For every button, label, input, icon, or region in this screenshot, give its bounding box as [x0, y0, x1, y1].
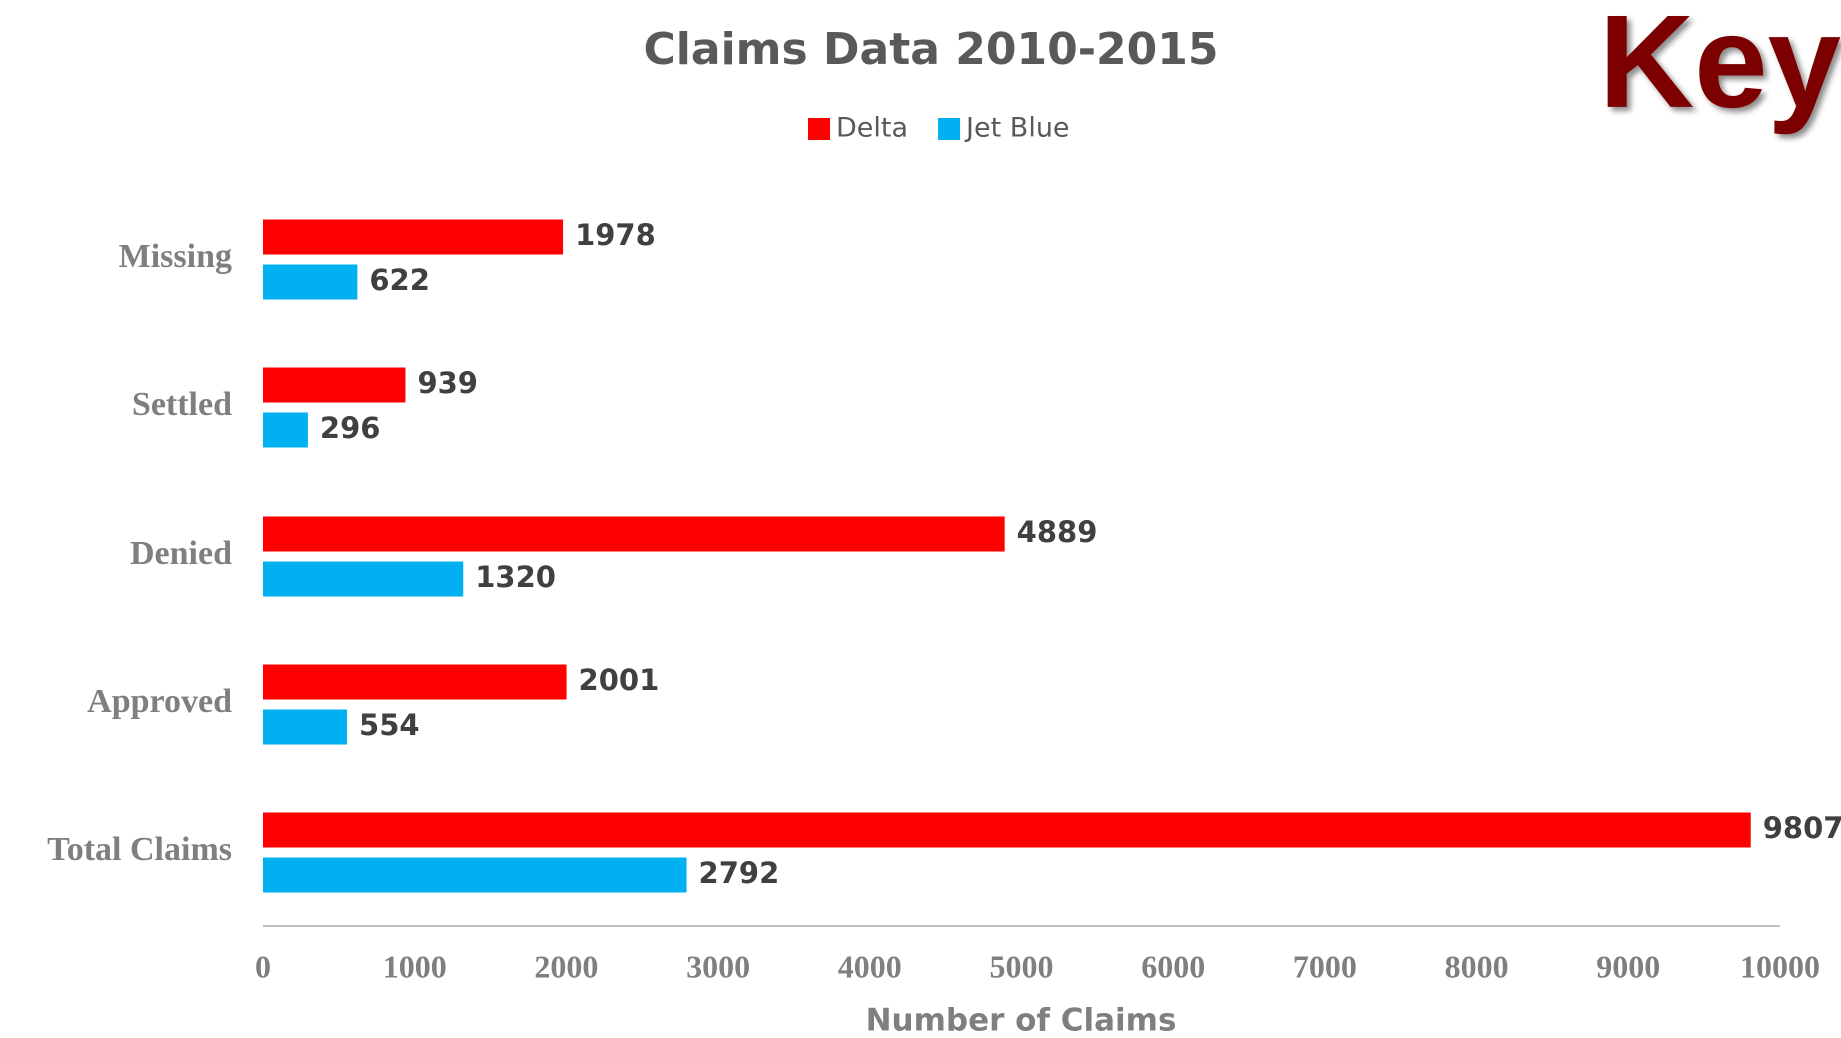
x-tick-label: 3000 [686, 948, 750, 984]
bar [263, 516, 1005, 552]
legend-label: Jet Blue [964, 113, 1070, 144]
x-tick-label: 2000 [534, 948, 598, 984]
value-label: 939 [417, 366, 478, 400]
bar [263, 264, 358, 300]
legend-swatch [938, 118, 961, 140]
value-label: 622 [369, 263, 430, 297]
bar [263, 664, 567, 700]
x-tick-label: 5000 [990, 948, 1054, 984]
bar [263, 709, 348, 745]
x-tick-label: 4000 [838, 948, 902, 984]
y-tick-label: Denied [130, 535, 232, 572]
y-tick-label: Total Claims [47, 831, 232, 868]
legend-label: Delta [836, 113, 908, 144]
y-tick-label: Missing [119, 238, 232, 275]
value-label: 2792 [699, 856, 780, 890]
x-tick-label: 9000 [1596, 948, 1660, 984]
x-tick-label: 1000 [383, 948, 447, 984]
value-label: 296 [320, 411, 381, 445]
bar [263, 219, 564, 255]
bar [263, 561, 464, 597]
key-annotation: Key [1599, 0, 1841, 135]
bar [263, 367, 406, 403]
x-tick-label: 10000 [1740, 948, 1820, 984]
bar [263, 412, 308, 448]
x-tick-label: 0 [255, 948, 271, 984]
x-tick-label: 8000 [1445, 948, 1509, 984]
chart-title: Claims Data 2010-2015 [644, 24, 1219, 75]
x-tick-label: 7000 [1293, 948, 1357, 984]
value-label: 1320 [475, 560, 556, 594]
value-label: 4889 [1017, 515, 1098, 549]
y-tick-label: Settled [132, 386, 232, 423]
legend-swatch [808, 118, 830, 140]
value-label: 2001 [579, 663, 660, 697]
value-label: 554 [359, 708, 420, 742]
x-tick-label: 6000 [1141, 948, 1205, 984]
bar [263, 857, 687, 893]
value-label: 9807 [1763, 811, 1841, 845]
y-tick-label: Approved [87, 683, 232, 720]
x-axis-title: Number of Claims [866, 1003, 1177, 1038]
value-label: 1978 [575, 218, 656, 252]
bar [263, 812, 1751, 848]
